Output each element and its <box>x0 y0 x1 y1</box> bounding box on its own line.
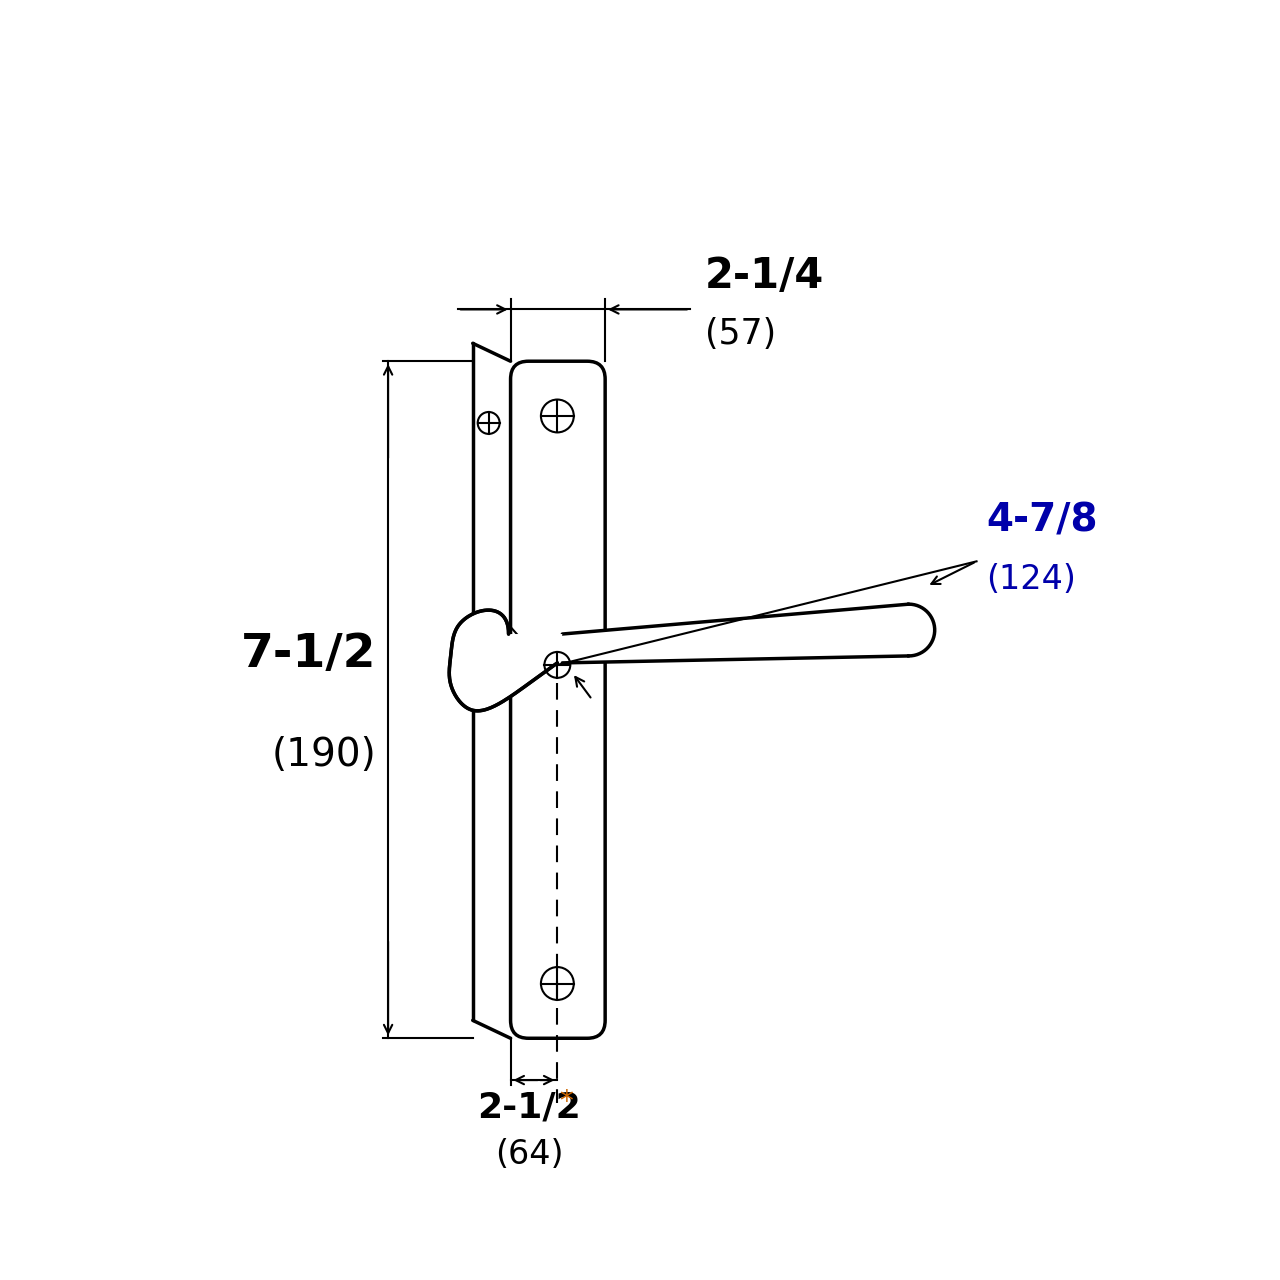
Text: (124): (124) <box>987 563 1076 596</box>
Polygon shape <box>449 611 562 710</box>
Text: (64): (64) <box>495 1138 563 1171</box>
Text: *: * <box>559 1088 572 1116</box>
Text: 2-1/4: 2-1/4 <box>705 256 824 297</box>
FancyBboxPatch shape <box>511 361 605 1038</box>
Text: (190): (190) <box>271 736 376 773</box>
Text: 7-1/2: 7-1/2 <box>241 632 376 677</box>
Polygon shape <box>562 604 934 663</box>
Text: (57): (57) <box>705 317 776 352</box>
Text: 4-7/8: 4-7/8 <box>987 502 1098 539</box>
Text: 2-1/2: 2-1/2 <box>477 1091 581 1124</box>
